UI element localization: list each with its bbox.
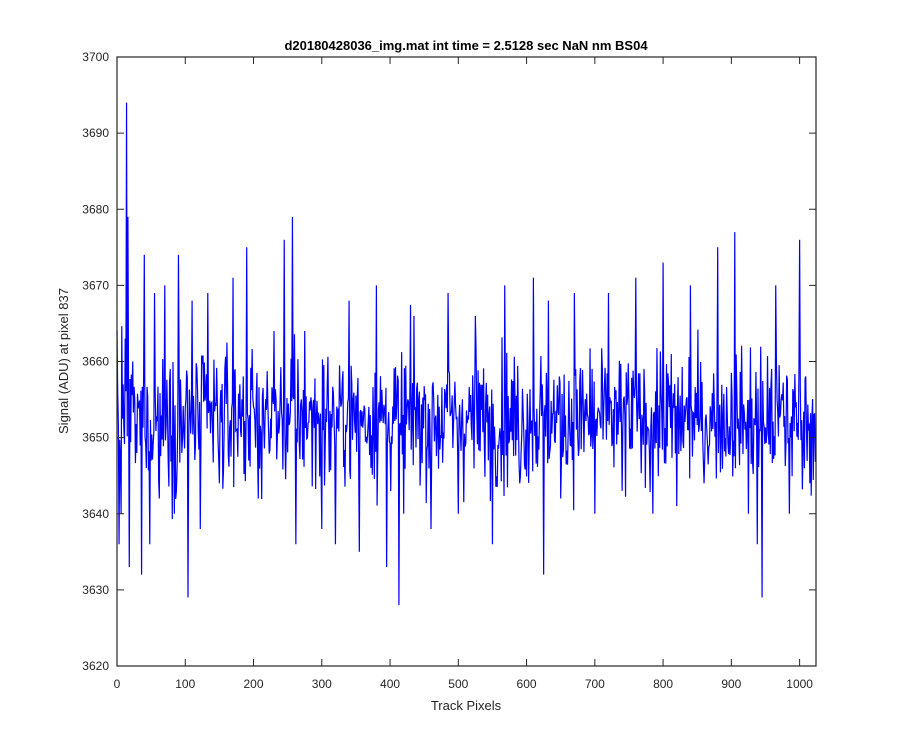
series-layer bbox=[116, 102, 816, 606]
plot-area bbox=[117, 57, 816, 666]
y-tick-label: 3650 bbox=[82, 431, 109, 445]
y-tick-label: 3700 bbox=[82, 50, 109, 64]
x-tick-label: 100 bbox=[175, 677, 195, 691]
x-axis-label: Track Pixels bbox=[431, 698, 502, 713]
ticks-layer: 0 100 200 300 400 500 600 700 800 900 1000 3620 3630… bbox=[82, 50, 816, 691]
x-tick-label: 400 bbox=[380, 677, 400, 691]
y-tick-label: 3660 bbox=[82, 355, 109, 369]
y-tick-label: 3630 bbox=[82, 583, 109, 597]
y-tick-label: 3670 bbox=[82, 278, 109, 292]
x-tick-label: 200 bbox=[244, 677, 264, 691]
chart-title: d20180428036_img.mat int time = 2.5128 s… bbox=[284, 38, 648, 53]
x-tick-label: 500 bbox=[448, 677, 468, 691]
y-tick-label: 3640 bbox=[82, 507, 109, 521]
x-tick-label: 1000 bbox=[786, 677, 813, 691]
y-tick-label: 3690 bbox=[82, 126, 109, 140]
axes-box bbox=[116, 56, 817, 667]
x-tick-label: 300 bbox=[312, 677, 332, 691]
x-tick-label: 600 bbox=[517, 677, 537, 691]
y-tick-label: 3620 bbox=[82, 659, 109, 673]
x-tick-label: 800 bbox=[653, 677, 673, 691]
y-tick-label: 3680 bbox=[82, 202, 109, 216]
signal-series-line bbox=[116, 102, 816, 606]
x-tick-label: 700 bbox=[585, 677, 605, 691]
x-tick-label: 0 bbox=[114, 677, 121, 691]
y-axis-label: Signal (ADU) at pixel 837 bbox=[56, 288, 71, 434]
x-tick-label: 900 bbox=[721, 677, 741, 691]
